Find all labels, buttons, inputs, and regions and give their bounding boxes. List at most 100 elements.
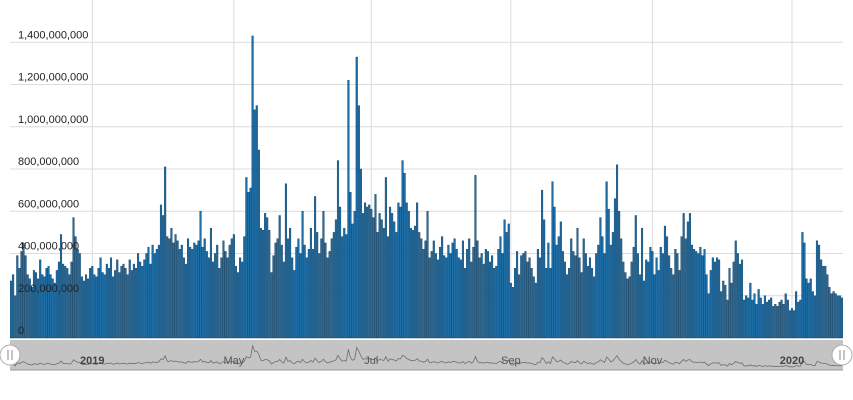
bar <box>655 257 658 339</box>
bar <box>643 280 646 339</box>
bar <box>226 257 229 339</box>
bar <box>720 291 723 339</box>
bar <box>530 268 533 339</box>
bar <box>570 238 573 339</box>
bar <box>176 240 179 339</box>
bar <box>261 230 265 339</box>
navigator[interactable] <box>10 340 843 370</box>
navigator-handle-right[interactable] <box>831 344 853 366</box>
y-tick-label: 1,400,000,000 <box>18 29 88 41</box>
bar <box>703 249 706 339</box>
bar <box>118 272 121 339</box>
bar <box>797 301 800 339</box>
bar <box>520 255 523 339</box>
bar <box>688 213 691 339</box>
bar <box>316 232 319 339</box>
bar <box>753 293 756 339</box>
bar <box>272 255 275 339</box>
bar <box>586 265 589 339</box>
bar <box>318 253 321 339</box>
bar <box>595 253 598 339</box>
bar <box>10 280 13 339</box>
y-tick-label: 0 <box>18 325 24 337</box>
bar <box>765 301 769 339</box>
bar <box>740 259 744 339</box>
bar <box>45 268 48 339</box>
bar <box>738 263 741 339</box>
bar <box>164 166 167 339</box>
bar <box>87 278 90 339</box>
bar <box>626 278 629 339</box>
bar <box>734 240 737 339</box>
bar <box>151 244 154 339</box>
bar <box>343 227 346 339</box>
bar <box>501 253 504 339</box>
y-tick-label: 400,000,000 <box>18 241 79 253</box>
bar <box>109 257 113 339</box>
bar <box>420 238 423 339</box>
bar <box>293 270 296 339</box>
bar <box>463 268 467 339</box>
bar <box>212 261 215 339</box>
bar <box>124 268 127 339</box>
bar <box>114 270 117 339</box>
bar <box>341 236 344 339</box>
bar <box>255 105 258 339</box>
bar <box>434 253 437 339</box>
bar <box>97 268 100 339</box>
bar <box>499 236 502 339</box>
bar <box>624 272 627 339</box>
bar <box>270 272 273 339</box>
bar <box>53 282 56 339</box>
bar <box>143 259 146 339</box>
bar <box>541 189 544 339</box>
bar <box>409 227 412 339</box>
bar <box>107 268 110 339</box>
navigator-handle-left[interactable] <box>0 344 21 366</box>
bar <box>549 268 552 339</box>
bar <box>70 261 73 339</box>
bar <box>153 253 156 339</box>
bar <box>320 238 323 339</box>
bar <box>147 246 150 339</box>
bar <box>80 276 83 339</box>
bar <box>582 238 585 339</box>
handle[interactable] <box>0 344 21 366</box>
bar <box>613 198 616 339</box>
bar <box>76 249 79 339</box>
bar <box>559 221 562 339</box>
bar <box>461 240 464 339</box>
bar <box>193 242 196 339</box>
bar <box>468 238 471 339</box>
handle[interactable] <box>831 344 853 366</box>
bar <box>603 253 606 339</box>
bar <box>137 253 140 339</box>
bar <box>482 263 485 339</box>
bar <box>584 253 587 339</box>
bar <box>159 204 163 339</box>
bar <box>314 196 317 339</box>
bar <box>661 253 664 339</box>
bar <box>89 268 92 339</box>
bar <box>170 227 173 339</box>
bar <box>401 160 404 339</box>
bar <box>322 211 325 339</box>
navigator-line <box>10 344 842 368</box>
bar <box>101 272 104 339</box>
bar <box>747 297 750 339</box>
bar <box>39 259 42 339</box>
bar <box>157 244 160 339</box>
bar <box>189 246 192 339</box>
bar <box>428 257 431 339</box>
bar <box>418 232 421 339</box>
bar <box>130 270 133 339</box>
bar <box>59 234 63 339</box>
bar <box>618 211 621 339</box>
bar <box>451 242 454 339</box>
bar <box>788 310 791 339</box>
bar <box>299 253 302 339</box>
x-tick-label: May <box>223 355 244 367</box>
bar <box>426 211 429 339</box>
bar <box>389 206 392 339</box>
bar <box>12 274 15 339</box>
